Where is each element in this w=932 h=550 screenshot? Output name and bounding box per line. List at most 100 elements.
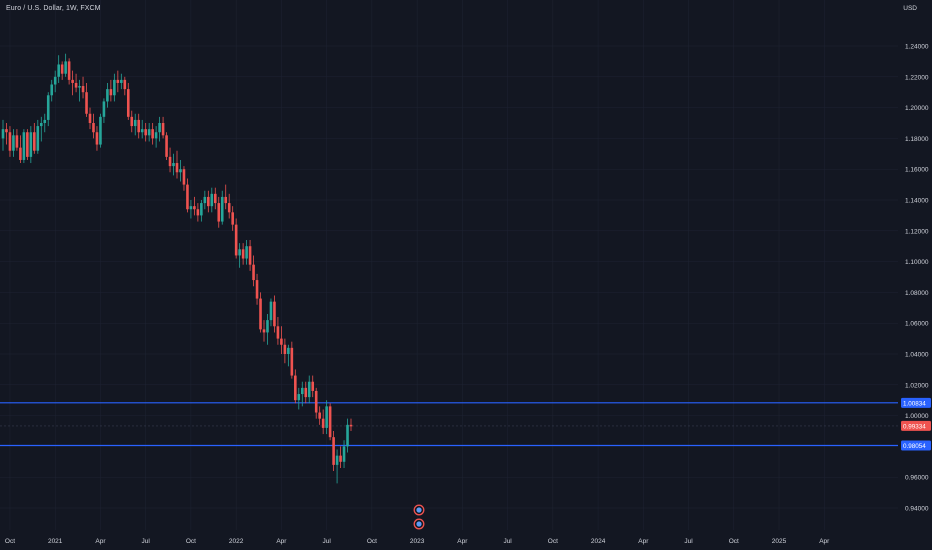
candle-body [269,301,273,321]
x-tick-label: Apr [276,538,287,545]
candle [200,200,203,222]
candle-body [12,135,15,151]
y-axis[interactable]: 1.24000 1.22000 1.20000 1.18000 1.16000 1.140… [901,44,931,513]
candle-body [189,206,193,210]
level-price-label: 1.00834 [903,400,926,407]
candle [137,113,141,139]
candle [151,123,154,145]
candle-body [147,129,151,136]
candle-body [43,119,47,123]
candle-body [15,135,19,148]
candle [220,190,224,225]
candle [241,243,245,265]
candle [36,119,40,154]
candle-body [255,280,259,299]
candle [280,326,283,354]
candle [307,375,311,404]
candle [276,317,280,345]
candle-body [67,61,71,80]
candle [297,387,301,410]
x-tick-label: Oct [5,538,15,545]
candle-body [307,381,311,398]
candle-body [60,64,64,74]
candle [335,449,339,484]
candle-body [234,224,238,256]
candle [207,190,210,213]
candle-body [88,113,92,123]
candle-body [325,406,328,428]
candle-body [109,89,113,96]
candle-body [165,135,168,157]
candle-body [126,89,130,117]
x-tick-label: 2024 [591,538,606,545]
candle [342,440,346,468]
candle [346,418,349,453]
candle [116,70,120,93]
y-tick-label: 1.12000 [905,228,929,235]
candle-body [283,344,287,354]
level-price-tag [901,397,931,408]
news-event-icon[interactable] [413,518,425,530]
event-markers[interactable] [413,504,425,530]
candle-body [213,193,217,204]
candle-body [335,455,339,465]
candle [314,387,318,419]
y-tick-label: 1.02000 [905,382,929,389]
candle-body [5,129,8,133]
candle [144,123,147,142]
candle-body [161,123,165,136]
x-axis[interactable]: Oct 2021 Apr Jul Oct 2022 Apr Jul Oct 2023 Apr Jul O… [5,538,830,545]
candle [213,187,217,210]
x-tick-label: Jul [322,538,331,545]
x-tick-label: Jul [684,538,693,545]
candle-body [130,116,134,127]
candle [26,129,29,160]
last-price-label: 0.99334 [903,423,926,430]
candle-body [182,169,186,185]
candle-body [140,129,144,133]
candle-body [1,129,5,139]
x-tick-label: Apr [95,538,106,545]
candle-body [85,92,88,114]
candle [78,79,81,102]
y-tick-label: 1.22000 [905,74,929,81]
candle-body [158,123,161,133]
candle [123,76,127,96]
symbol-title[interactable]: Euro / U.S. Dollar, 1W, FXCM [6,5,101,12]
candle [196,203,200,222]
candle-body [290,347,294,376]
candle [203,190,207,210]
candle [19,135,22,164]
candle-body [113,79,116,96]
candle-body [287,347,290,354]
candle-body [342,446,346,462]
candle [262,320,266,342]
candle-body [203,196,207,204]
candle-body [74,82,78,88]
candle-body [297,394,301,401]
event-dot [416,507,422,513]
candle [120,73,123,90]
candle [22,129,26,164]
candle [259,292,262,333]
x-tick-label: Oct [367,538,377,545]
candle [106,82,109,108]
candle-body [71,79,74,83]
candle [92,113,95,139]
y-tick-label: 1.16000 [905,167,929,174]
candle [273,295,276,333]
y-tick-label: 1.10000 [905,259,929,266]
candle [325,400,328,435]
candle [154,126,158,148]
event-dot [416,521,422,527]
economic-event-icon[interactable] [413,504,425,516]
candle-body [33,132,36,151]
candle-body [294,375,297,401]
candle-body [207,196,210,207]
candle [81,76,85,99]
candle-body [248,246,252,265]
candle-body [332,437,335,465]
candle [186,178,189,213]
candle-body [151,129,154,139]
